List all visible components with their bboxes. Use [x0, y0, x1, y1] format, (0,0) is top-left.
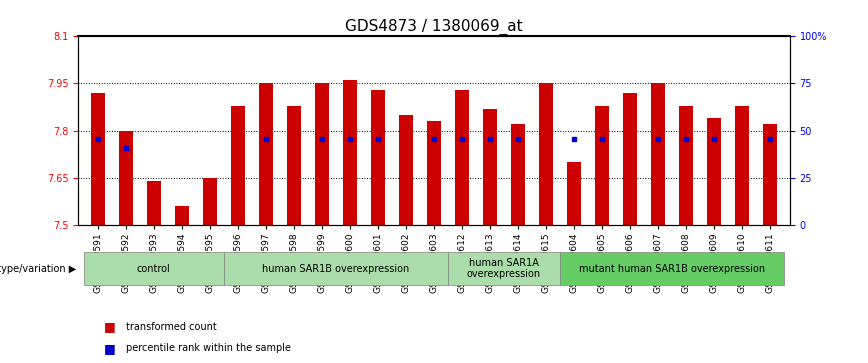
Bar: [763, 125, 777, 225]
Title: GDS4873 / 1380069_at: GDS4873 / 1380069_at: [345, 19, 523, 35]
Text: human SAR1B overexpression: human SAR1B overexpression: [262, 264, 410, 274]
Bar: [259, 83, 273, 225]
Bar: [371, 90, 385, 225]
Bar: [483, 109, 497, 225]
FancyBboxPatch shape: [560, 252, 785, 285]
Text: control: control: [137, 264, 171, 274]
Bar: [567, 162, 581, 225]
Bar: [595, 106, 609, 225]
Bar: [707, 118, 721, 225]
Bar: [651, 83, 665, 225]
Text: ■: ■: [104, 320, 116, 333]
Bar: [147, 181, 161, 225]
Bar: [343, 80, 357, 225]
Bar: [174, 206, 189, 225]
Bar: [539, 83, 553, 225]
Bar: [231, 106, 245, 225]
Bar: [91, 93, 105, 225]
Bar: [315, 83, 329, 225]
Bar: [119, 131, 133, 225]
Bar: [287, 106, 301, 225]
Text: transformed count: transformed count: [126, 322, 217, 332]
FancyBboxPatch shape: [83, 252, 224, 285]
Bar: [455, 90, 469, 225]
Text: human SAR1A
overexpression: human SAR1A overexpression: [467, 258, 541, 280]
Text: percentile rank within the sample: percentile rank within the sample: [126, 343, 291, 354]
Text: mutant human SAR1B overexpression: mutant human SAR1B overexpression: [579, 264, 766, 274]
Text: genotype/variation ▶: genotype/variation ▶: [0, 264, 76, 274]
Bar: [203, 178, 217, 225]
Bar: [399, 115, 413, 225]
FancyBboxPatch shape: [224, 252, 448, 285]
Text: ■: ■: [104, 342, 116, 355]
Bar: [511, 125, 525, 225]
FancyBboxPatch shape: [448, 252, 560, 285]
Bar: [427, 121, 441, 225]
Bar: [735, 106, 749, 225]
Bar: [679, 106, 694, 225]
Bar: [623, 93, 637, 225]
